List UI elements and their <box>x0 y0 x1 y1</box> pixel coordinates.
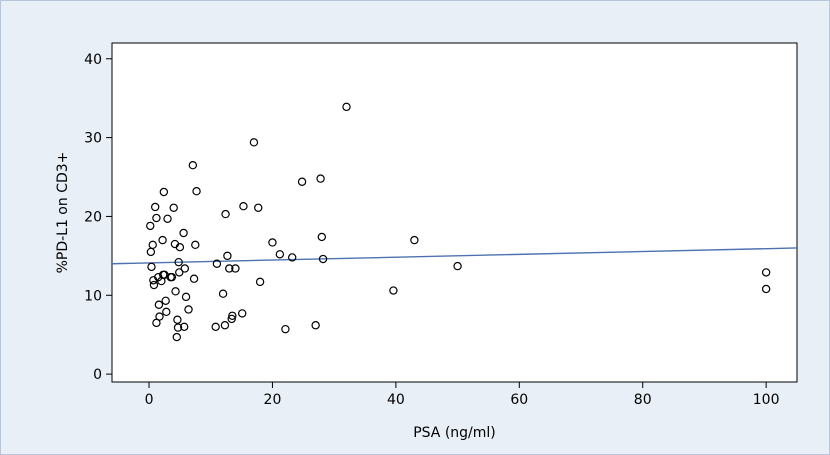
data-point <box>154 300 164 309</box>
y-tick-label: 30 <box>84 131 102 147</box>
data-point <box>192 187 201 196</box>
x-axis-title: PSA (ng/ml) <box>413 425 496 441</box>
data-point <box>169 203 178 212</box>
data-point <box>228 311 237 320</box>
data-point <box>342 102 351 112</box>
data-point <box>389 286 398 295</box>
data-point <box>297 177 307 186</box>
data-point <box>218 289 228 298</box>
data-point <box>167 272 177 282</box>
y-tick-label: 20 <box>84 209 102 225</box>
data-point <box>175 268 184 277</box>
data-point <box>281 324 290 334</box>
x-tick-label: 100 <box>753 392 780 408</box>
data-point <box>148 240 157 250</box>
data-point <box>173 323 183 332</box>
data-point <box>211 322 220 332</box>
x-tick-label: 80 <box>634 392 652 408</box>
x-tick-label: 0 <box>145 392 154 408</box>
y-axis-title: %PD-L1 on CD3+ <box>55 152 71 274</box>
y-tick-label: 40 <box>84 52 102 68</box>
data-point <box>220 321 230 330</box>
data-point <box>147 262 156 272</box>
plot-area <box>111 42 798 383</box>
y-tick-label: 10 <box>84 288 102 304</box>
data-point <box>225 264 234 273</box>
data-point <box>175 242 185 252</box>
data-point <box>453 261 462 271</box>
data-point <box>212 259 222 268</box>
data-point <box>188 160 198 170</box>
data-point <box>221 209 230 219</box>
data-point <box>184 305 193 314</box>
y-axis: 0 10 20 30 40 <box>84 52 112 383</box>
data-point <box>223 251 232 261</box>
data-point <box>249 138 259 147</box>
data-point <box>227 314 236 324</box>
data-point <box>180 322 189 332</box>
data-point <box>152 213 161 223</box>
data-point <box>161 296 170 305</box>
data-point <box>311 321 320 330</box>
points-layer <box>146 102 771 342</box>
data-point <box>162 307 171 317</box>
data-point <box>163 214 172 224</box>
data-point <box>181 292 191 302</box>
data-point <box>761 268 771 277</box>
data-point <box>159 187 169 197</box>
data-point <box>172 332 181 342</box>
data-point <box>155 312 164 321</box>
data-point <box>287 253 297 262</box>
data-point <box>179 228 188 238</box>
data-point <box>239 201 248 211</box>
data-point <box>150 202 160 212</box>
data-point <box>146 221 155 231</box>
data-point <box>255 277 265 287</box>
fit-line-layer <box>111 247 798 265</box>
data-point <box>268 238 277 247</box>
y-tick-label: 0 <box>93 367 102 383</box>
data-point <box>318 254 328 264</box>
data-point <box>231 264 240 273</box>
data-point <box>174 257 183 267</box>
data-point <box>317 232 327 242</box>
fit-line <box>111 247 798 265</box>
data-point <box>316 174 325 183</box>
x-tick-label: 20 <box>264 392 282 408</box>
x-tick-label: 40 <box>387 392 405 408</box>
data-point <box>171 287 180 296</box>
data-point <box>254 203 263 212</box>
x-axis: 0 20 40 60 80 100 <box>145 382 780 408</box>
data-point <box>275 250 285 259</box>
data-point <box>191 240 200 250</box>
data-point <box>149 280 159 290</box>
data-point <box>158 235 167 245</box>
data-point <box>410 235 419 245</box>
x-tick-label: 60 <box>510 392 528 408</box>
data-point <box>238 309 247 318</box>
data-point <box>761 284 771 294</box>
data-point <box>173 315 182 324</box>
data-point <box>189 274 199 283</box>
data-point <box>180 264 190 273</box>
